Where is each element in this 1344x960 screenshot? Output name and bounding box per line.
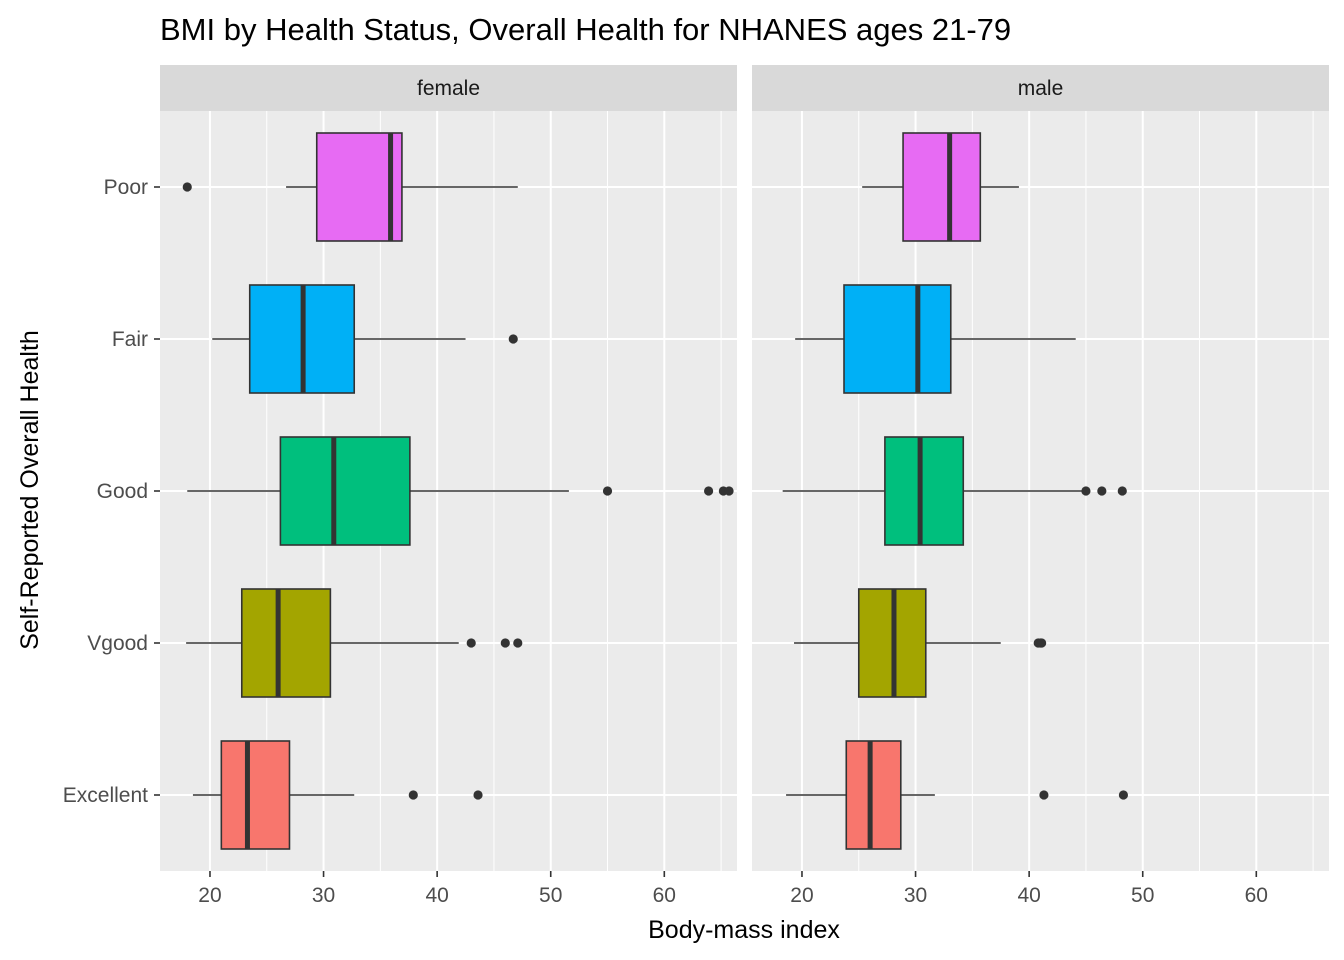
y-tick-label: Excellent [63,784,148,807]
x-tick-label: 60 [1245,884,1268,907]
outlier-point [473,790,483,800]
y-tick-label: Poor [104,176,148,199]
x-tick-label: 50 [1131,884,1154,907]
outlier-point [466,638,476,648]
box-good [782,436,1127,546]
outlier-point [1039,790,1049,800]
outlier-point [1037,638,1047,648]
x-tick-label: 40 [1017,884,1040,907]
box-excellent [192,740,483,850]
x-tick-label: 60 [653,884,676,907]
facet-strip [752,65,1329,111]
outlier-point [1118,790,1129,800]
x-axis-title: Body-mass index [648,916,840,944]
x-tick-label: 40 [425,884,448,907]
y-axis-title: Self-Reported Overall Health [16,330,44,650]
outlier-point [513,638,523,648]
x-tick-label: 20 [790,884,813,907]
facet-panel-female: female 20 30 40 50 60 [160,65,737,907]
outlier-point [408,790,418,800]
box-excellent [786,740,1129,850]
box-iqr [240,588,332,698]
box-iqr [315,132,403,242]
outlier-point [1081,486,1091,496]
facet-strip-label: male [1018,77,1064,100]
box-iqr [884,436,965,546]
facet-panel-male: male 20 30 40 50 60 [752,65,1329,907]
outlier-point [500,638,510,648]
outlier-point [508,334,518,344]
box-vgood [794,588,1047,698]
outlier-point [182,182,192,192]
x-tick-label: 20 [198,884,221,907]
box-fair [795,284,1076,394]
outlier-point [724,486,734,496]
box-iqr [902,132,982,242]
y-tick-label: Good [97,480,148,503]
x-tick-label: 30 [904,884,927,907]
box-iqr [843,284,952,394]
box-iqr [279,436,411,546]
outlier-point [1117,486,1127,496]
outlier-point [602,486,613,496]
box-poor [182,132,518,242]
facet-strip [160,65,737,111]
box-vgood [186,588,523,698]
facet-strip-label: female [417,77,480,100]
x-tick-label: 30 [312,884,335,907]
y-axis: Excellent Vgood Good Fair Poor [63,176,160,807]
y-tick-label: Fair [112,328,148,351]
x-tick-label: 50 [539,884,562,907]
box-fair [212,284,518,394]
facets-layer: female 20 30 40 50 60 male 20 30 40 50 60 [160,65,1329,907]
box-iqr [845,740,902,850]
y-tick-label: Vgood [87,632,148,655]
chart-title: BMI by Health Status, Overall Health for… [160,12,1011,47]
outlier-point [1097,486,1107,496]
box-iqr [220,740,291,850]
box-good [187,436,734,546]
box-poor [862,132,1019,242]
outlier-point [704,486,714,496]
